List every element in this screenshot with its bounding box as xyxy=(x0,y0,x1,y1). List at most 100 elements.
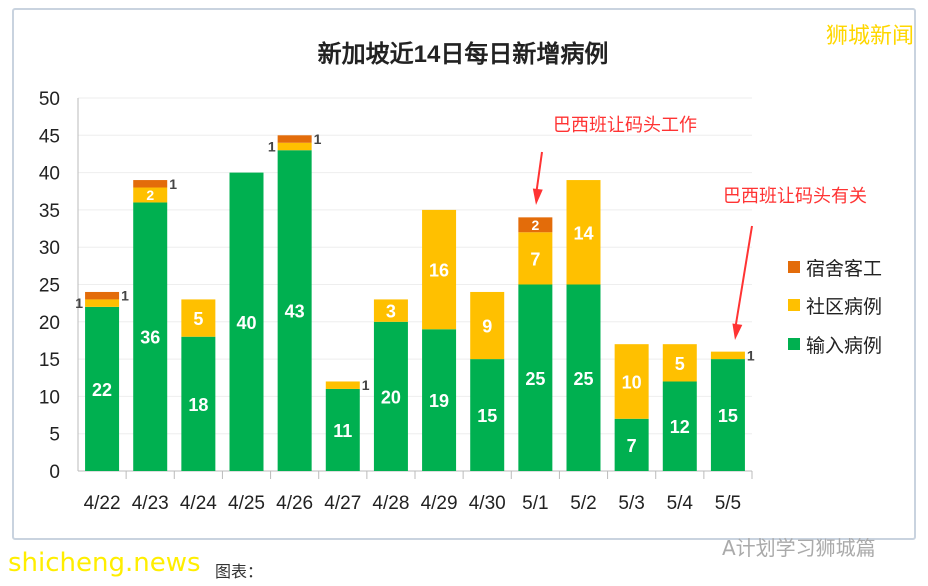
data-label: 1 xyxy=(268,138,276,154)
x-tick-label: 4/23 xyxy=(132,493,169,514)
y-tick-label: 50 xyxy=(39,89,60,110)
caption: 图表： xyxy=(215,562,264,581)
y-tick-label: 30 xyxy=(39,238,60,259)
bar-输入病例 xyxy=(85,306,120,471)
annotation-text: 巴西班让码头工作 xyxy=(553,115,697,135)
data-label: 1 xyxy=(121,288,129,304)
annotation-text: 巴西班让码头有关 xyxy=(723,186,867,206)
watermark-bottom-left: shicheng.news xyxy=(8,548,201,578)
bar-社区病例 xyxy=(373,299,408,322)
bar-社区病例 xyxy=(133,187,168,203)
data-label: 1 xyxy=(169,176,177,192)
bar-社区病例 xyxy=(277,142,312,151)
bar-输入病例 xyxy=(566,284,601,471)
y-tick-label: 5 xyxy=(49,425,60,446)
bar-输入病例 xyxy=(229,172,264,471)
x-tick-label: 5/4 xyxy=(667,493,694,514)
y-tick-label: 10 xyxy=(39,387,60,408)
annotation-arrow xyxy=(734,225,753,331)
bar-社区病例 xyxy=(614,344,649,419)
data-label: 2 xyxy=(146,187,154,203)
watermark-bottom-right: A计划学习狮城篇 xyxy=(722,536,876,560)
bar-社区病例 xyxy=(470,291,505,360)
data-label: 19 xyxy=(429,391,449,411)
x-tick-label: 4/27 xyxy=(324,493,361,514)
bar-宿舍客工 xyxy=(85,291,120,300)
bar-输入病例 xyxy=(277,150,312,471)
y-tick-label: 0 xyxy=(49,462,60,483)
y-tick-label: 20 xyxy=(39,313,60,334)
bar-社区病例 xyxy=(325,381,360,389)
bar-输入病例 xyxy=(518,284,553,471)
data-label: 2 xyxy=(531,217,539,233)
legend-label: 宿舍客工 xyxy=(806,258,882,280)
y-tick-label: 40 xyxy=(39,164,60,185)
x-tick-label: 4/24 xyxy=(180,493,217,514)
data-label: 14 xyxy=(573,223,593,243)
bar-输入病例 xyxy=(133,202,168,471)
x-tick-label: 5/2 xyxy=(570,493,596,514)
data-label: 40 xyxy=(236,313,256,333)
chart-title: 新加坡近14日每日新增病例 xyxy=(318,40,609,68)
data-label: 5 xyxy=(193,309,203,329)
data-label: 18 xyxy=(188,395,208,415)
bar-宿舍客工 xyxy=(518,217,553,233)
bar-宿舍客工 xyxy=(133,180,168,188)
annotation-arrowhead xyxy=(532,188,543,205)
data-label: 1 xyxy=(314,131,322,147)
data-label: 36 xyxy=(140,328,160,348)
bar-社区病例 xyxy=(422,209,457,330)
data-label: 15 xyxy=(718,406,738,426)
bar-宿舍客工 xyxy=(277,135,312,143)
data-label: 3 xyxy=(386,302,396,322)
bar-输入病例 xyxy=(373,321,408,471)
data-label: 1 xyxy=(75,295,83,311)
data-label: 7 xyxy=(530,249,540,269)
data-label: 43 xyxy=(285,302,305,322)
data-label: 25 xyxy=(525,369,545,389)
bar-输入病例 xyxy=(710,359,745,471)
bar-输入病例 xyxy=(470,359,505,471)
legend-label: 输入病例 xyxy=(806,335,882,357)
data-label: 1 xyxy=(362,377,370,393)
data-label: 20 xyxy=(381,387,401,407)
data-label: 9 xyxy=(482,317,492,337)
x-tick-label: 4/25 xyxy=(228,493,265,514)
legend-swatch xyxy=(788,299,800,311)
data-label: 12 xyxy=(670,417,690,437)
x-tick-label: 4/28 xyxy=(372,493,409,514)
y-tick-label: 15 xyxy=(39,350,60,371)
x-tick-label: 4/22 xyxy=(84,493,121,514)
data-label: 25 xyxy=(573,369,593,389)
x-tick-label: 5/3 xyxy=(618,493,644,514)
legend-swatch xyxy=(788,261,800,273)
data-label: 5 xyxy=(675,354,685,374)
data-label: 11 xyxy=(333,421,352,441)
bar-社区病例 xyxy=(518,232,553,285)
bar-社区病例 xyxy=(662,344,697,382)
x-tick-label: 4/30 xyxy=(469,493,506,514)
data-label: 15 xyxy=(477,406,497,426)
data-label: 10 xyxy=(622,372,642,392)
x-tick-label: 5/1 xyxy=(522,493,548,514)
data-label: 1 xyxy=(747,347,755,363)
x-tick-label: 5/5 xyxy=(715,493,741,514)
bar-社区病例 xyxy=(85,299,120,307)
y-tick-label: 45 xyxy=(39,126,60,147)
legend-label: 社区病例 xyxy=(806,296,882,318)
x-tick-label: 4/26 xyxy=(276,493,313,514)
data-label: 16 xyxy=(429,261,449,281)
x-tick-label: 4/29 xyxy=(421,493,458,514)
y-tick-label: 35 xyxy=(39,201,60,222)
bar-输入病例 xyxy=(662,381,697,471)
data-label: 7 xyxy=(627,436,637,456)
data-label: 22 xyxy=(92,380,112,400)
bar-输入病例 xyxy=(325,388,360,471)
bar-输入病例 xyxy=(422,329,457,471)
bar-社区病例 xyxy=(710,351,745,360)
bar-社区病例 xyxy=(181,299,216,337)
bar-输入病例 xyxy=(181,336,216,471)
legend-swatch xyxy=(788,338,800,350)
annotation-arrow xyxy=(535,151,543,196)
